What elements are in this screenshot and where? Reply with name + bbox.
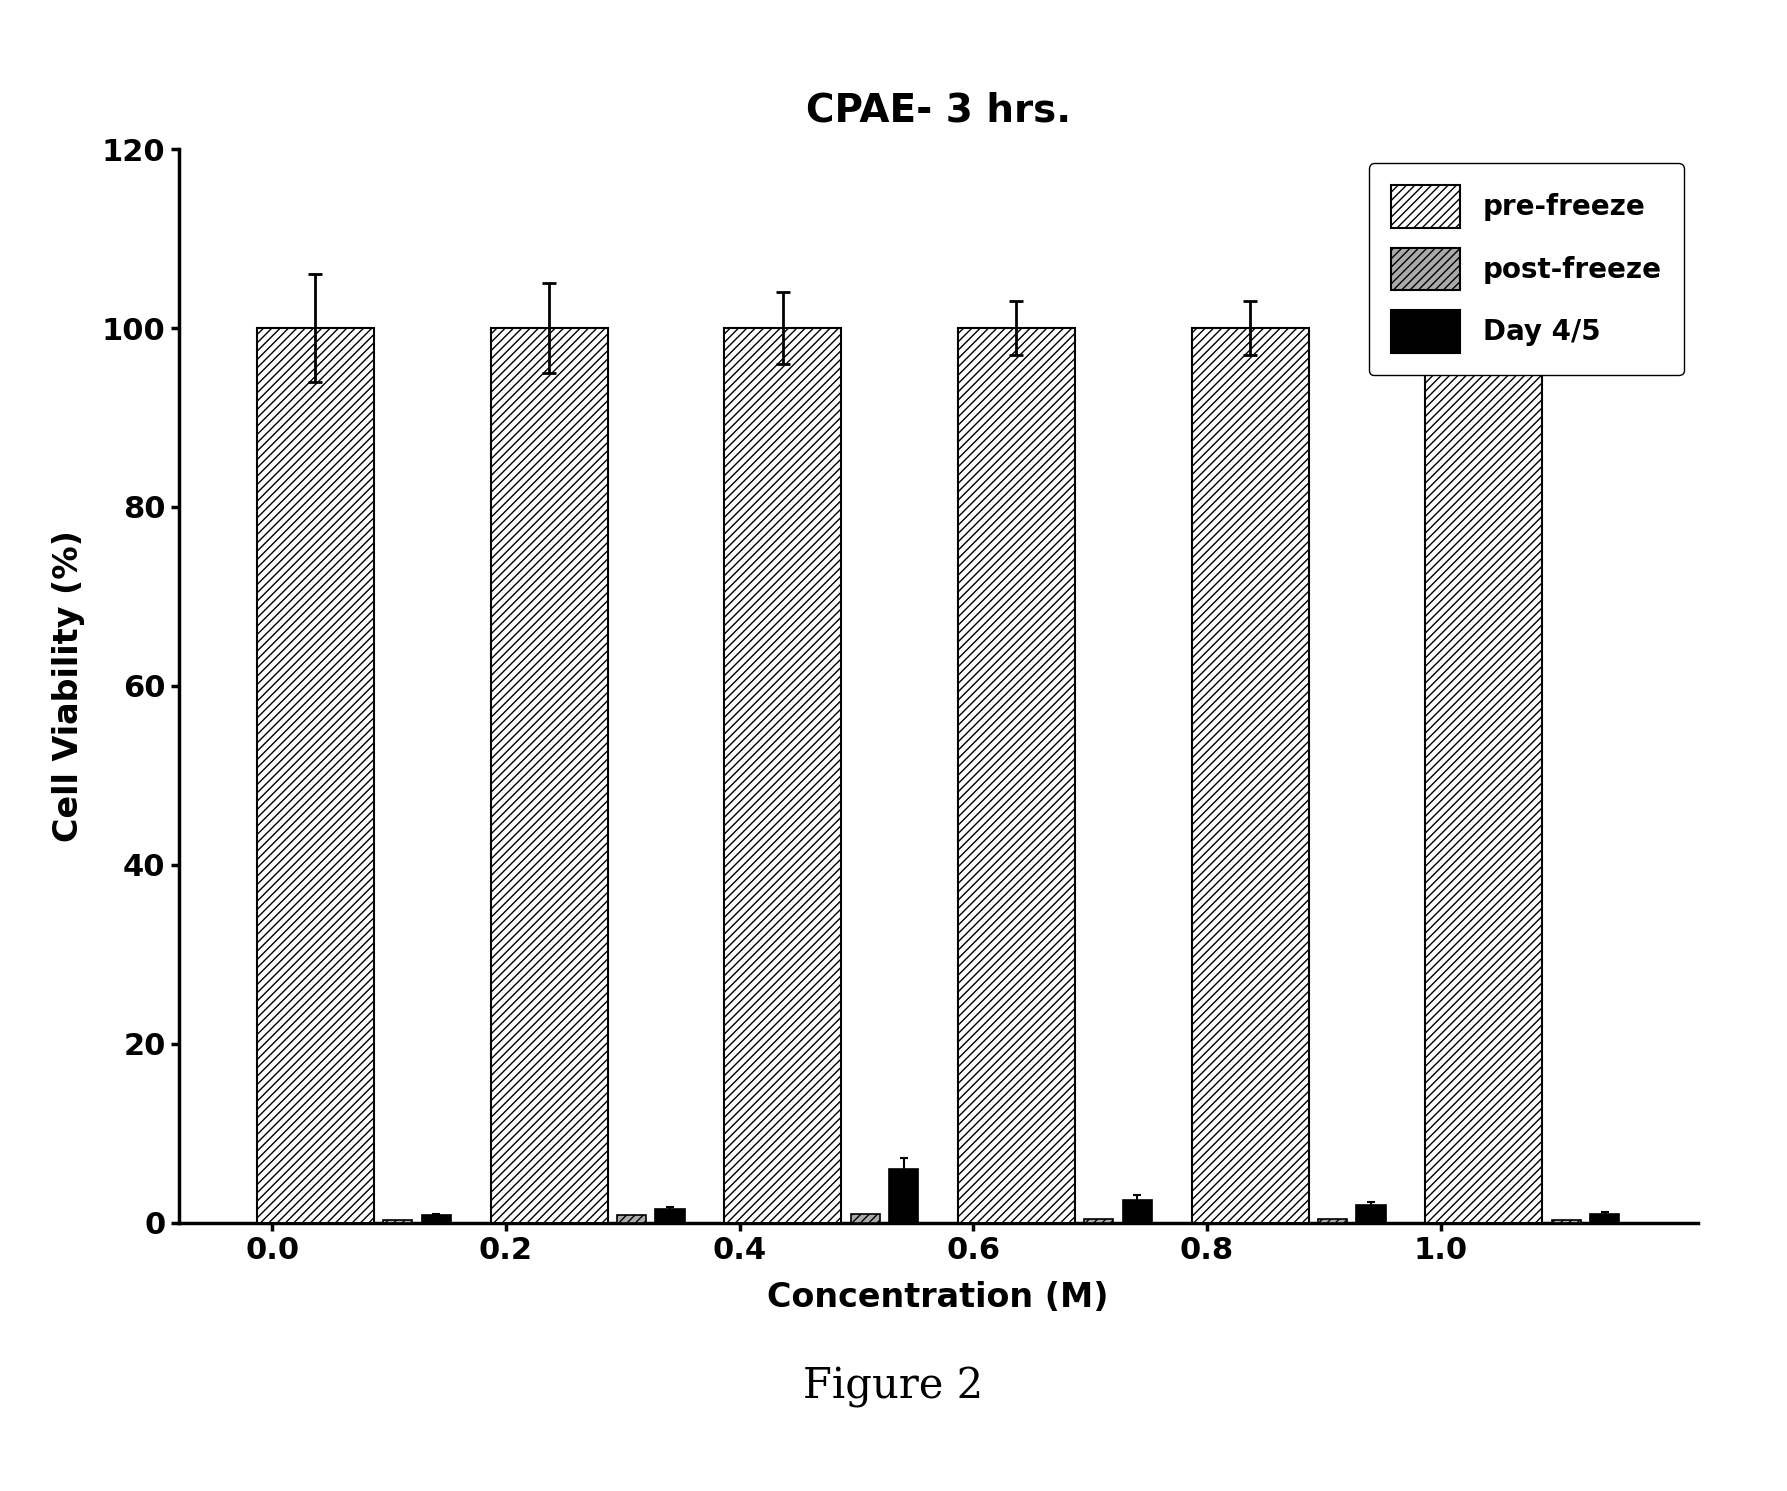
Bar bbox=[724, 328, 842, 1223]
Bar bbox=[958, 328, 1076, 1223]
Bar bbox=[257, 328, 373, 1223]
Bar bbox=[1551, 1220, 1581, 1223]
Bar bbox=[1356, 1205, 1385, 1223]
Bar bbox=[1122, 1200, 1153, 1223]
Bar bbox=[491, 328, 608, 1223]
Bar bbox=[851, 1214, 879, 1223]
Bar bbox=[382, 1220, 413, 1223]
Text: Figure 2: Figure 2 bbox=[804, 1366, 983, 1408]
Bar bbox=[1590, 1214, 1619, 1223]
Y-axis label: Cell Viability (%): Cell Viability (%) bbox=[52, 529, 86, 842]
Bar bbox=[1319, 1220, 1347, 1223]
Bar bbox=[617, 1215, 647, 1223]
Bar bbox=[890, 1169, 919, 1223]
Legend: pre-freeze, post-freeze, Day 4/5: pre-freeze, post-freeze, Day 4/5 bbox=[1369, 163, 1683, 376]
Bar bbox=[422, 1215, 450, 1223]
Bar bbox=[656, 1209, 684, 1223]
Bar bbox=[1426, 328, 1542, 1223]
Bar bbox=[1192, 328, 1308, 1223]
Title: CPAE- 3 hrs.: CPAE- 3 hrs. bbox=[806, 91, 1070, 130]
X-axis label: Concentration (M): Concentration (M) bbox=[767, 1281, 1110, 1315]
Bar bbox=[1085, 1220, 1113, 1223]
